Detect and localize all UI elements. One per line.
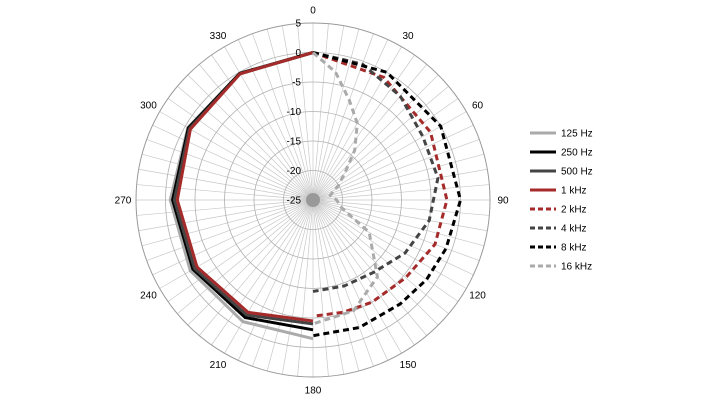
angle-tick-label: 240 (140, 291, 157, 302)
angle-tick-label: 150 (400, 360, 417, 371)
angle-tick-label: 30 (402, 31, 414, 42)
radial-ring (283, 170, 343, 230)
radial-ring (135, 22, 491, 378)
radial-tick-labels: 5 0 -5 -10 -15 -20 -25 (287, 19, 302, 207)
center-dot (306, 193, 320, 207)
radial-tick-label: -20 (287, 166, 302, 177)
radial-tick-label: -5 (292, 78, 301, 89)
radial-tick-label: -15 (287, 137, 302, 148)
angle-tick-label: 0 (310, 6, 316, 17)
radial-ring (224, 111, 402, 289)
angle-tick-label: 180 (305, 386, 322, 397)
legend-label: 125 Hz (561, 129, 593, 140)
angle-tick-label: 300 (140, 101, 157, 112)
angle-tick-label: 60 (472, 101, 484, 112)
angle-tick-label: 330 (210, 31, 227, 42)
legend-label: 1 kHz (561, 186, 587, 197)
center-dot-layer (306, 193, 320, 207)
radial-tick-label: 0 (295, 48, 301, 59)
radial-ring (253, 140, 373, 260)
legend-label: 8 kHz (561, 243, 587, 254)
angle-tick-label: 90 (497, 196, 509, 207)
radial-tick-label: -25 (287, 196, 302, 207)
series-line (175, 51, 314, 323)
legend-label: 500 Hz (561, 167, 593, 178)
radial-tick-label: 5 (295, 19, 301, 30)
legend-label: 16 kHz (561, 262, 592, 273)
legend: 125 Hz 250 Hz 500 Hz 1 kHz 2 kHz 4 kHz 8 kHz 16… (530, 129, 593, 273)
radial-tick-label: -10 (287, 107, 302, 118)
series-line (312, 51, 462, 338)
series-line (312, 51, 440, 293)
series-line (312, 51, 449, 318)
legend-label: 250 Hz (561, 148, 593, 159)
legend-label: 2 kHz (561, 205, 587, 216)
radial-ring (194, 81, 432, 319)
series-line (312, 51, 379, 326)
angle-tick-label: 270 (115, 196, 132, 207)
angle-tick-label: 210 (210, 360, 227, 371)
legend-label: 4 kHz (561, 224, 587, 235)
angle-tick-label: 120 (469, 291, 486, 302)
polar-grid (135, 22, 491, 378)
series-line (171, 51, 314, 332)
angle-tick-labels: 0 30 60 90 120 150 180 210 240 270 300 330 (115, 6, 509, 397)
series-layer (168, 51, 462, 341)
